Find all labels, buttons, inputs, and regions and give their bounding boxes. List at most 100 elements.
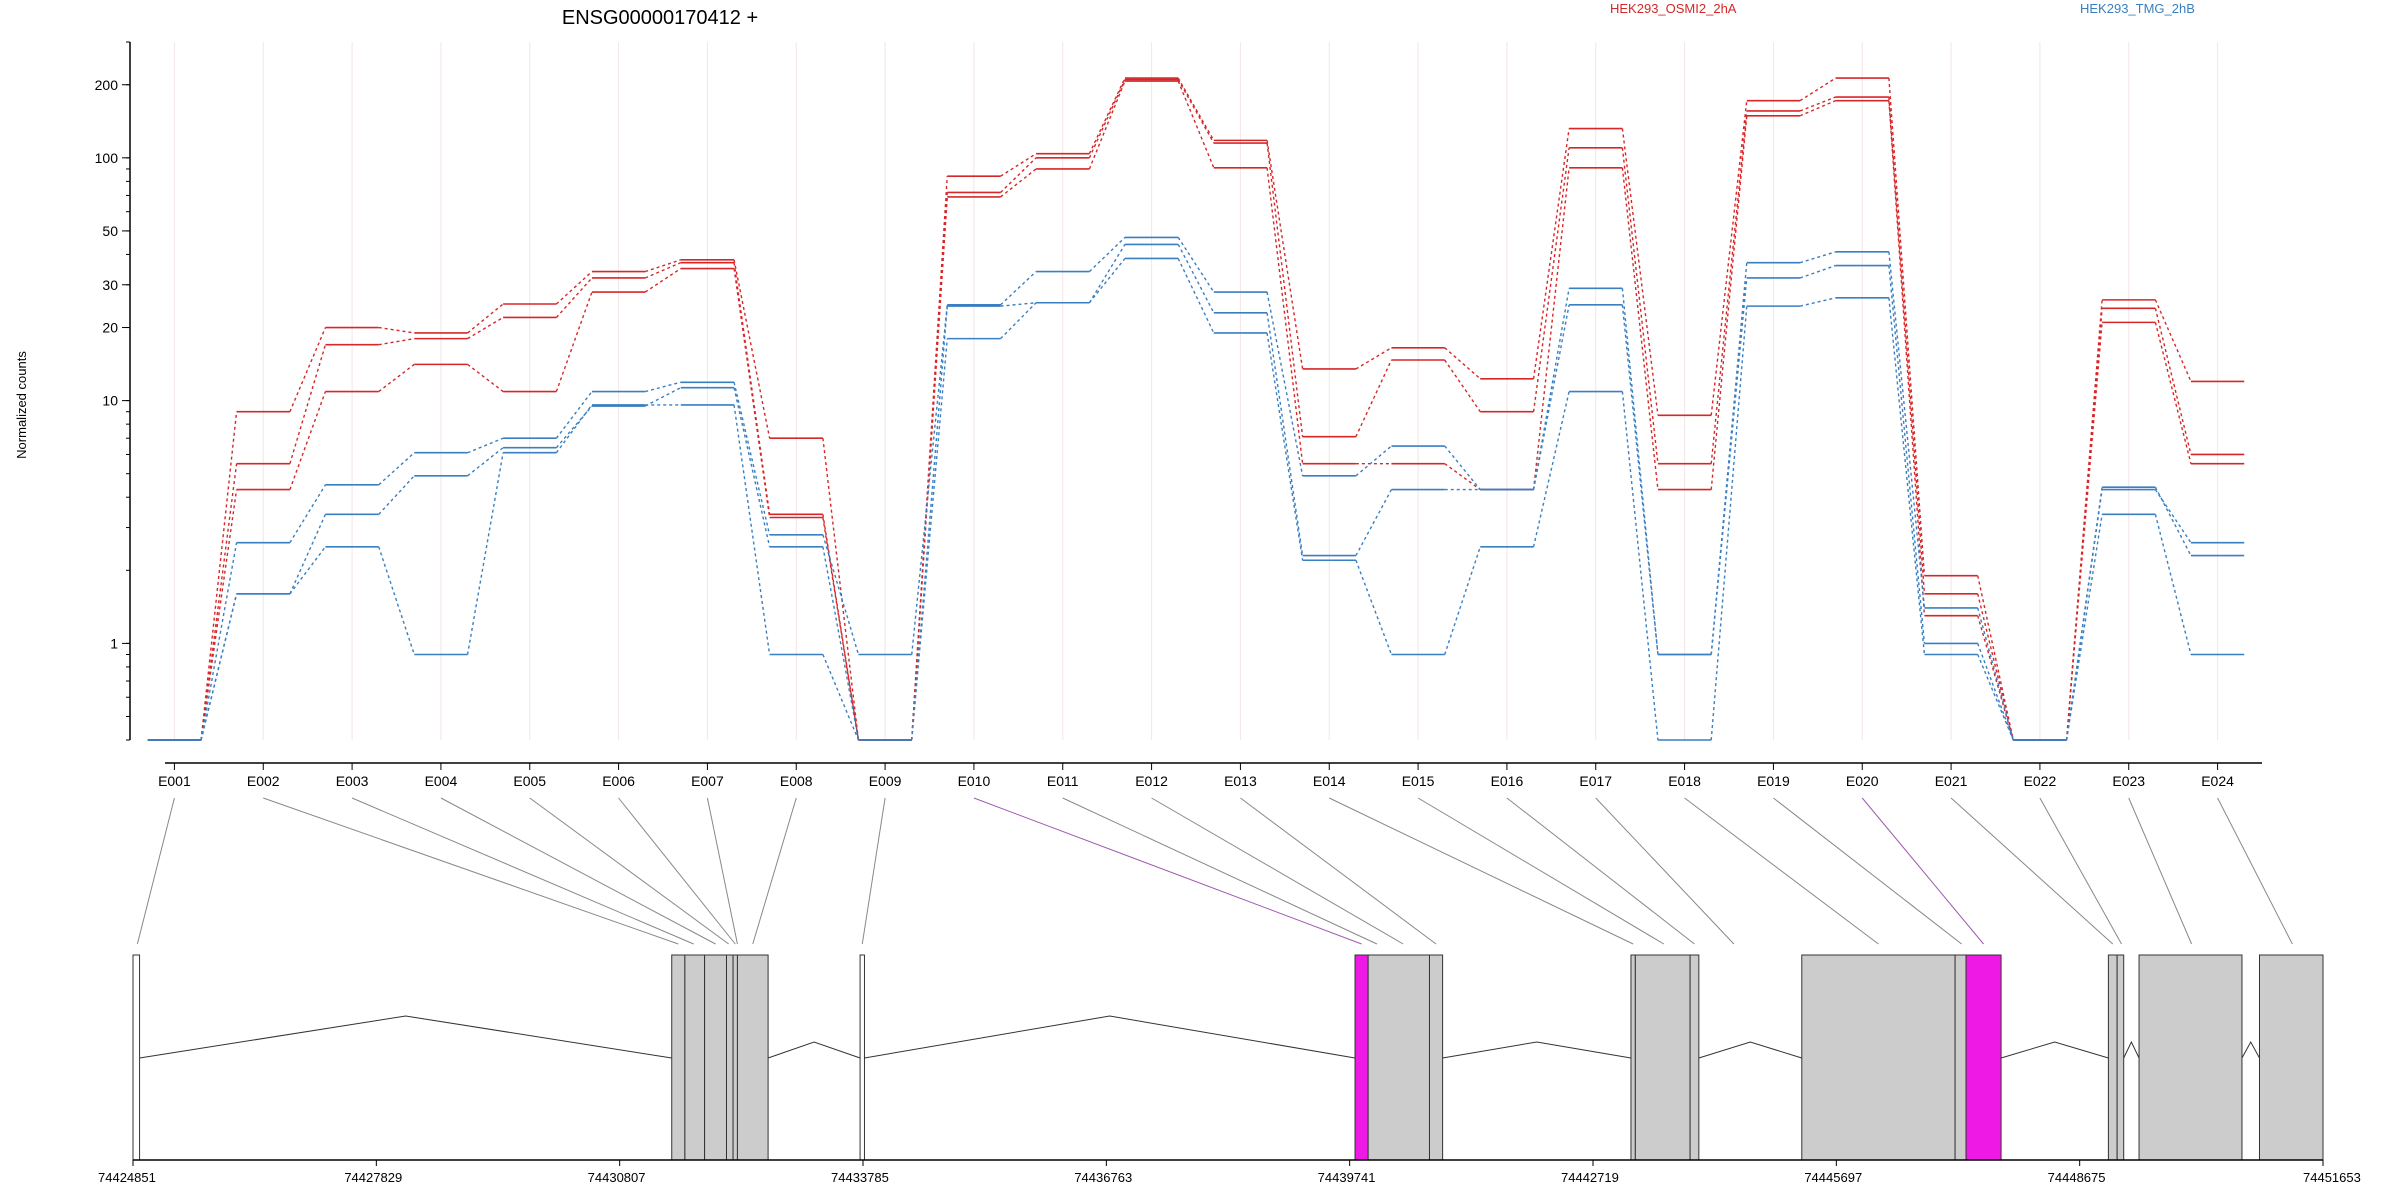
exon-link-line	[1417, 797, 1665, 945]
exon-connector	[1177, 80, 1215, 169]
exon-connector	[1799, 100, 1836, 117]
y-tick-label: 100	[95, 150, 119, 166]
intron-line	[2123, 1040, 2140, 1059]
exon-connector	[1532, 147, 1570, 412]
exon-connector	[378, 452, 415, 486]
x-tick-label: E018	[1668, 773, 1701, 789]
exon-connector	[555, 391, 593, 439]
exon-connector	[1710, 100, 1748, 416]
exon-connector	[1888, 96, 1926, 594]
y-tick-label: 200	[95, 77, 119, 93]
exon-connector	[2154, 514, 2192, 655]
exon-link-line	[1151, 797, 1404, 945]
exon-connector	[1355, 347, 1392, 370]
exon-connector	[289, 514, 327, 595]
exon-connector	[1710, 306, 1748, 741]
exon-connector	[1177, 79, 1215, 144]
x-tick-label: E012	[1135, 773, 1168, 789]
x-tick-label: E019	[1757, 773, 1790, 789]
series-1	[147, 78, 2245, 741]
exon-connector	[1977, 593, 2014, 741]
x-tick-label: E002	[247, 773, 280, 789]
exon-connector	[1444, 463, 1481, 491]
intron-line	[1698, 1041, 1802, 1059]
exon-connector	[467, 316, 504, 340]
exon-connector	[1444, 347, 1481, 380]
exon-connector	[733, 382, 771, 535]
coord-label: 74439741	[1318, 1170, 1376, 1185]
exon-connector	[555, 291, 593, 392]
exon-connector	[289, 484, 327, 544]
exon-box	[859, 954, 865, 1161]
exon-box	[132, 954, 141, 1161]
exon-connector	[378, 475, 415, 515]
exon-connector	[733, 259, 771, 439]
exon-connector	[1177, 237, 1215, 293]
exon-connector	[555, 277, 593, 318]
axes: 1 10 20 30 50 100 200 E001 E002 E003 E004 E005 E006 E…	[95, 41, 2262, 789]
exon-connector	[378, 326, 415, 334]
exon-box-highlighted	[1965, 954, 2002, 1161]
x-tick-label: E010	[958, 773, 991, 789]
exon-connector	[378, 337, 415, 346]
series-5	[147, 257, 2245, 741]
exon-link-line	[752, 797, 797, 945]
legend-entry-osmi2: HEK293_OSMI2_2hA	[1610, 1, 1737, 16]
exon-connector	[1888, 78, 1926, 576]
exon-connector	[1977, 643, 2014, 741]
exon-connector	[2154, 308, 2192, 455]
x-tick-label: E023	[2112, 773, 2145, 789]
exon-connector	[733, 387, 771, 547]
exon-connector	[644, 387, 682, 407]
exon-link-lines	[136, 797, 2293, 945]
exon-connector	[2154, 299, 2192, 382]
x-tick-label: E009	[869, 773, 902, 789]
exon-box	[2258, 954, 2324, 1161]
exon-connector	[1266, 312, 1304, 556]
exon-connector	[1799, 297, 1836, 307]
exon-box	[725, 954, 734, 1161]
genomic-coordinate-axis: 74424851 74427829 74430807 74433785 74436763…	[98, 1159, 2361, 1185]
y-axis-label: Normalized counts	[14, 351, 29, 459]
exon-connector	[1888, 265, 1926, 644]
exon-box	[1801, 954, 1956, 1161]
exon-link-line	[2128, 797, 2193, 945]
x-tick-label: E016	[1491, 773, 1524, 789]
exon-connector	[911, 306, 948, 741]
exon-connector	[1710, 277, 1748, 655]
series-0	[147, 77, 2245, 741]
exon-connector	[1532, 304, 1570, 490]
series-2	[147, 80, 2245, 741]
exon-connector	[822, 546, 860, 741]
exon-connector	[555, 404, 593, 454]
exon-box-highlighted	[1354, 954, 1369, 1161]
exon-connector	[1000, 168, 1037, 198]
exon-connector	[200, 489, 238, 741]
series-4	[147, 243, 2245, 741]
exon-connector	[1266, 140, 1304, 370]
exon-connector	[378, 546, 415, 655]
x-tick-label: E024	[2201, 773, 2234, 789]
y-tick-label: 1	[110, 635, 118, 651]
coord-label: 74436763	[1074, 1170, 1132, 1185]
exon-link-line	[1684, 797, 1879, 945]
exon-box	[704, 954, 727, 1161]
x-tick-label: E022	[2024, 773, 2057, 789]
exon-link-line	[440, 797, 716, 945]
exon-box	[1689, 954, 1700, 1161]
exon-connector	[1177, 258, 1215, 334]
x-tick-label: E015	[1402, 773, 1435, 789]
x-tick-label: E007	[691, 773, 724, 789]
exon-connector	[1977, 654, 2014, 741]
exon-connector	[1621, 147, 1659, 464]
exon-link-line	[1329, 797, 1634, 945]
exon-link-line	[2217, 797, 2293, 945]
exon-link-line	[1595, 797, 1735, 945]
exon-connector	[1266, 291, 1304, 476]
x-tick-label: E001	[158, 773, 191, 789]
exon-box	[671, 954, 686, 1161]
exon-connector	[1888, 100, 1926, 616]
exon-connector	[1977, 575, 2014, 741]
x-tick-label: E006	[602, 773, 635, 789]
exon-connector	[1710, 115, 1748, 490]
